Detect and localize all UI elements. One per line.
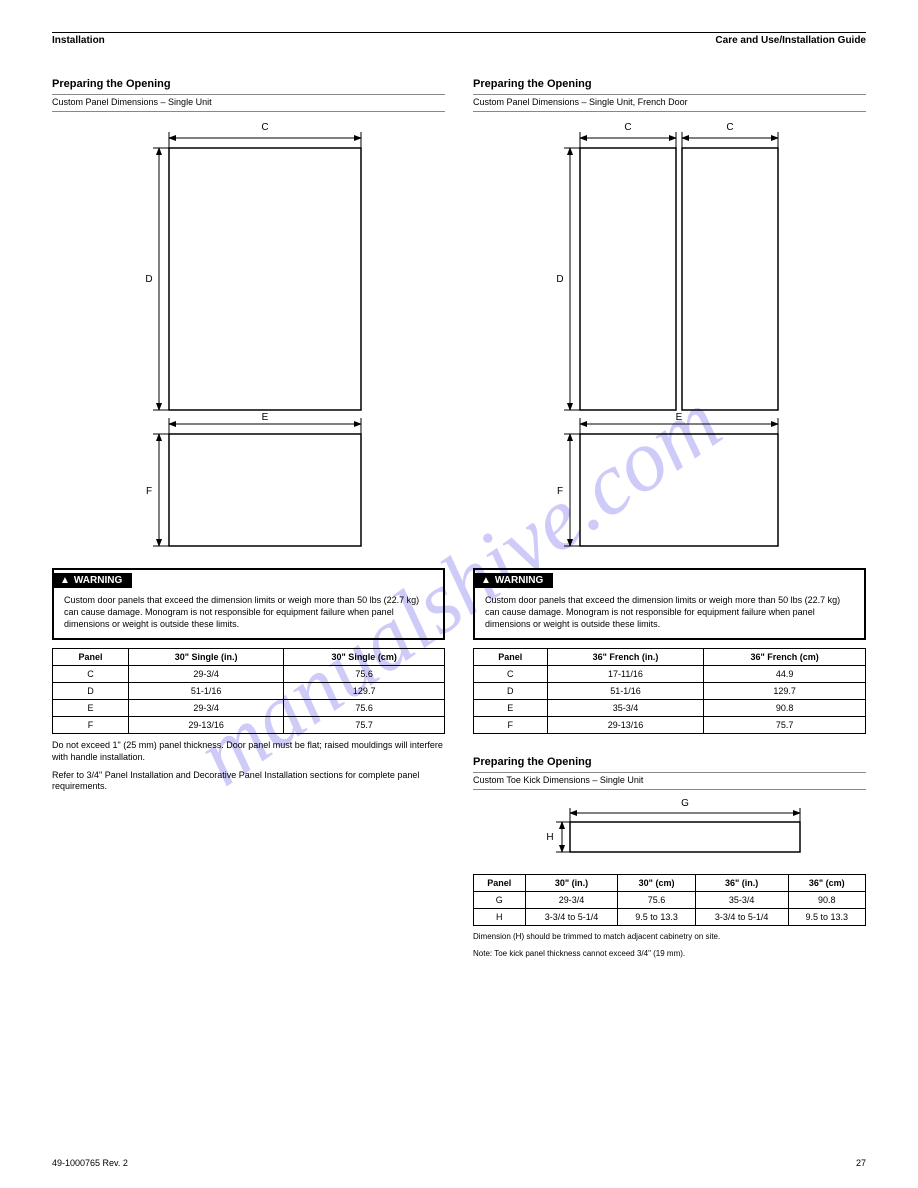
td: 44.9	[704, 666, 866, 683]
th: Panel	[474, 875, 526, 892]
toekick-note-1: Dimension (H) should be trimmed to match…	[473, 932, 866, 942]
left-figure: C D E F	[52, 118, 445, 558]
left-section-title: Preparing the Opening	[52, 78, 445, 90]
toekick-sub: Custom Toe Kick Dimensions – Single Unit	[473, 775, 866, 785]
th: 30" Single (in.)	[128, 649, 283, 666]
th: 30" (cm)	[618, 875, 695, 892]
footer-left: 49-1000765 Rev. 2	[52, 1158, 128, 1168]
header: Installation Care and Use/Installation G…	[52, 35, 866, 46]
th: 36" (cm)	[788, 875, 865, 892]
right-figure: C C D E	[473, 118, 866, 558]
right-section-sub: Custom Panel Dimensions – Single Unit, F…	[473, 97, 866, 107]
warning-icon: ▲	[60, 575, 70, 586]
th: 36" French (cm)	[704, 649, 866, 666]
td: 75.7	[704, 717, 866, 734]
header-right: Care and Use/Installation Guide	[715, 35, 866, 46]
td: 29-13/16	[128, 717, 283, 734]
th: 36" French (in.)	[547, 649, 704, 666]
td: 129.7	[704, 683, 866, 700]
footer-right: 27	[856, 1158, 866, 1168]
warning-icon: ▲	[481, 575, 491, 586]
td: 29-13/16	[547, 717, 704, 734]
dim-h: H	[546, 832, 553, 843]
left-table: Panel 30" Single (in.) 30" Single (cm) C…	[52, 648, 445, 734]
td: 90.8	[704, 700, 866, 717]
th: Panel	[474, 649, 548, 666]
td: F	[474, 717, 548, 734]
td: E	[53, 700, 129, 717]
td: 75.6	[284, 700, 445, 717]
left-note-2: Refer to 3/4" Panel Installation and Dec…	[52, 770, 445, 793]
dim-f: F	[145, 486, 151, 497]
left-section-sub: Custom Panel Dimensions – Single Unit	[52, 97, 445, 107]
page: Installation Care and Use/Installation G…	[0, 0, 918, 979]
td: E	[474, 700, 548, 717]
td: 29-3/4	[525, 892, 618, 909]
left-column: Preparing the Opening Custom Panel Dimen…	[52, 70, 445, 959]
dim-c: C	[261, 122, 268, 133]
toekick-note-2: Note: Toe kick panel thickness cannot ex…	[473, 949, 866, 959]
td: 90.8	[788, 892, 865, 909]
td: C	[53, 666, 129, 683]
td: 35-3/4	[547, 700, 704, 717]
left-warning: ▲ WARNING Custom door panels that exceed …	[52, 568, 445, 640]
warning-label: ▲ WARNING	[54, 573, 132, 588]
right-warning: ▲ WARNING Custom door panels that exceed …	[473, 568, 866, 640]
th: 36" (in.)	[695, 875, 788, 892]
warning-text: WARNING	[495, 575, 543, 586]
dim-d: D	[145, 274, 152, 285]
dim-c2: C	[726, 122, 733, 133]
td: 29-3/4	[128, 666, 283, 683]
toekick-title: Preparing the Opening	[473, 756, 866, 768]
td: D	[53, 683, 129, 700]
warning-label: ▲ WARNING	[475, 573, 553, 588]
td: 29-3/4	[128, 700, 283, 717]
td: G	[474, 892, 526, 909]
warning-body: Custom door panels that exceed the dimen…	[475, 588, 864, 638]
header-left: Installation	[52, 35, 105, 46]
dim-e2: E	[675, 412, 682, 423]
td: 75.6	[284, 666, 445, 683]
toekick-table: Panel 30" (in.) 30" (cm) 36" (in.) 36" (…	[473, 874, 866, 926]
header-rule	[52, 32, 866, 33]
warning-text: WARNING	[74, 575, 122, 586]
th: 30" Single (cm)	[284, 649, 445, 666]
right-section-title: Preparing the Opening	[473, 78, 866, 90]
td: 75.6	[618, 892, 695, 909]
td: F	[53, 717, 129, 734]
td: D	[474, 683, 548, 700]
td: 17-11/16	[547, 666, 704, 683]
footer: 49-1000765 Rev. 2 27	[52, 1158, 866, 1168]
td: C	[474, 666, 548, 683]
dim-f2: F	[556, 486, 562, 497]
right-table: Panel 36" French (in.) 36" French (cm) C…	[473, 648, 866, 734]
td: 51-1/16	[547, 683, 704, 700]
left-note-1: Do not exceed 1" (25 mm) panel thickness…	[52, 740, 445, 763]
dim-e: E	[261, 412, 268, 423]
td: 35-3/4	[695, 892, 788, 909]
dim-d2: D	[556, 274, 563, 285]
toekick-figure: G H	[473, 796, 866, 866]
td: 3-3/4 to 5-1/4	[525, 909, 618, 926]
th: 30" (in.)	[525, 875, 618, 892]
dim-c1: C	[624, 122, 631, 133]
th: Panel	[53, 649, 129, 666]
td: 9.5 to 13.3	[618, 909, 695, 926]
td: 129.7	[284, 683, 445, 700]
td: 9.5 to 13.3	[788, 909, 865, 926]
warning-body: Custom door panels that exceed the dimen…	[54, 588, 443, 638]
td: 75.7	[284, 717, 445, 734]
td: 51-1/16	[128, 683, 283, 700]
td: 3-3/4 to 5-1/4	[695, 909, 788, 926]
td: H	[474, 909, 526, 926]
right-column: Preparing the Opening Custom Panel Dimen…	[473, 70, 866, 959]
dim-g: G	[681, 798, 689, 809]
